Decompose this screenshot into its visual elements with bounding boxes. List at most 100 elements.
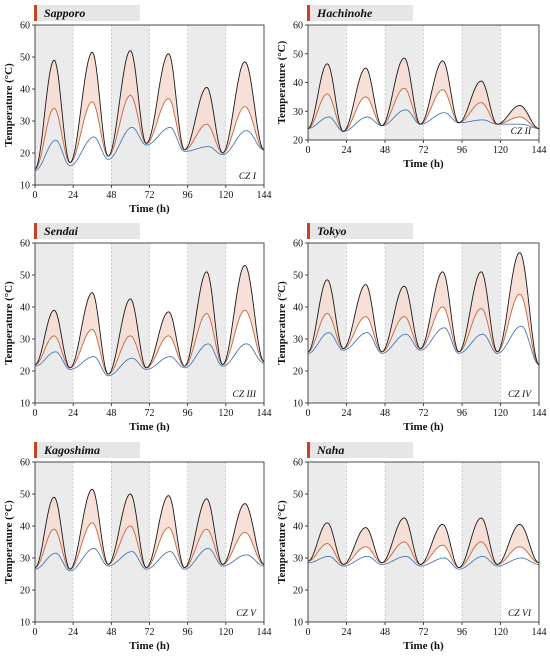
y-tick-label: 50	[293, 49, 303, 60]
title-accent	[34, 442, 37, 458]
x-tick-label: 96	[183, 627, 193, 638]
fill-between	[308, 252, 539, 365]
x-tick-label: 72	[145, 408, 155, 419]
climate-zone-label: CZ II	[511, 127, 532, 137]
y-tick-label: 50	[293, 490, 303, 501]
climate-zone-label: CZ VI	[508, 609, 532, 619]
y-tick-label: 30	[20, 335, 30, 346]
y-tick-label: 40	[293, 78, 303, 89]
x-axis-label: Time (h)	[129, 640, 170, 652]
panel-title: Sendai	[44, 224, 79, 238]
panel-title: Naha	[316, 443, 344, 457]
title-bar	[34, 5, 140, 21]
shaded-band	[111, 25, 150, 185]
x-tick-label: 48	[380, 408, 390, 419]
x-axis-label: Time (h)	[129, 203, 170, 215]
panel-kagoshima: Kagoshima 0 24 48 72 96 120 144 10 20 30 40 50 60 Time…	[3, 442, 272, 652]
title-accent	[307, 5, 310, 21]
title-accent	[34, 223, 37, 239]
x-tick-label: 144	[532, 627, 547, 638]
x-tick-label: 96	[457, 408, 467, 419]
panel-sendai: Sendai 0 24 48 72 96 120 144 10 20 30 40 50 60 Time (h…	[3, 223, 272, 433]
y-tick-label: 40	[293, 303, 303, 314]
y-tick-label: 60	[20, 21, 30, 32]
series-line-top	[307, 517, 540, 569]
y-axis-label: Temperature (°C)	[276, 500, 288, 584]
x-tick-label: 24	[68, 190, 78, 201]
climate-zone-label: CZ V	[236, 609, 257, 619]
series-line-middle	[307, 293, 540, 366]
panel-title: Hachinohe	[316, 6, 373, 20]
shaded-band	[385, 243, 424, 403]
x-tick-label: 72	[145, 190, 155, 201]
x-tick-label: 120	[493, 627, 508, 638]
series-line-top	[34, 488, 265, 570]
series-line-top	[34, 264, 265, 375]
series-line-top	[307, 252, 540, 365]
x-tick-label: 0	[306, 627, 311, 638]
x-tick-label: 96	[183, 408, 193, 419]
y-axis-label: Temperature (°C)	[3, 63, 15, 147]
panel-title: Sapporo	[44, 6, 85, 20]
x-tick-label: 0	[33, 190, 38, 201]
series-line-bottom	[307, 325, 540, 366]
panel-title: Kagoshima	[43, 443, 100, 457]
y-tick-label: 20	[293, 136, 303, 147]
y-tick-label: 20	[20, 367, 30, 378]
fill-between	[308, 58, 539, 132]
x-tick-label: 120	[218, 190, 233, 201]
series-line-middle	[307, 541, 540, 569]
shaded-band	[35, 462, 74, 622]
climate-zone-label: CZ IV	[508, 390, 532, 400]
panel-hachinohe: Hachinohe 0 24 48 72 96 120 144 20 30 40 50 60 Time (…	[276, 5, 547, 170]
series-line-middle	[34, 94, 265, 170]
x-axis-label: Time (h)	[403, 640, 444, 652]
y-tick-label: 10	[293, 399, 303, 410]
y-tick-label: 10	[20, 399, 30, 410]
x-tick-label: 48	[106, 627, 116, 638]
y-tick-label: 50	[20, 271, 30, 282]
title-bar	[34, 223, 140, 239]
y-tick-label: 60	[293, 21, 303, 32]
x-tick-label: 48	[106, 190, 116, 201]
x-tick-label: 144	[257, 408, 272, 419]
series-line-bottom	[34, 547, 265, 572]
x-tick-label: 96	[183, 190, 193, 201]
panel-naha: Naha 0 24 48 72 96 120 144 10 20 30 40 50 60 Time (h) T…	[276, 442, 547, 652]
panel-title: Tokyo	[317, 224, 347, 238]
x-tick-label: 48	[380, 627, 390, 638]
x-tick-label: 120	[218, 627, 233, 638]
series-line-top	[307, 57, 540, 132]
x-axis-label: Time (h)	[129, 421, 170, 433]
y-tick-label: 40	[20, 522, 30, 533]
x-tick-label: 120	[218, 408, 233, 419]
y-tick-label: 60	[293, 239, 303, 250]
x-tick-label: 72	[419, 408, 429, 419]
title-bar	[307, 442, 413, 458]
y-tick-label: 60	[293, 458, 303, 469]
title-accent	[307, 223, 310, 239]
x-tick-label: 96	[457, 627, 467, 638]
y-tick-label: 10	[20, 618, 30, 629]
y-tick-label: 50	[293, 271, 303, 282]
title-accent	[307, 442, 310, 458]
shaded-band	[308, 243, 347, 403]
x-tick-label: 96	[457, 145, 467, 156]
x-tick-label: 24	[342, 145, 352, 156]
series-line-top	[34, 50, 265, 170]
x-tick-label: 24	[68, 408, 78, 419]
y-tick-label: 40	[20, 85, 30, 96]
y-tick-label: 50	[20, 490, 30, 501]
x-tick-label: 0	[306, 408, 311, 419]
y-tick-label: 50	[20, 53, 30, 64]
y-tick-label: 60	[20, 458, 30, 469]
title-bar	[34, 442, 140, 458]
x-tick-label: 144	[257, 190, 272, 201]
y-axis-label: Temperature (°C)	[3, 500, 15, 584]
series-line-middle	[34, 522, 265, 570]
series-line-middle	[34, 309, 265, 375]
x-tick-label: 0	[33, 408, 38, 419]
y-axis-label: Temperature (°C)	[276, 40, 288, 124]
x-tick-label: 48	[380, 145, 390, 156]
title-bar	[307, 223, 413, 239]
